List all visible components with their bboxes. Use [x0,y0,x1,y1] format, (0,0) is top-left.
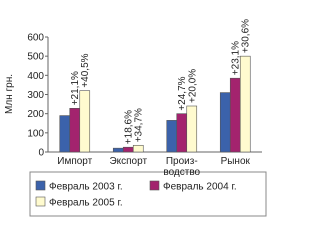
growth-label: +40,5% [80,53,91,87]
bar [186,105,198,153]
legend-swatch [35,180,46,191]
bar [112,147,124,153]
y-tick-label: 600 [27,33,44,44]
legend-swatch [149,180,160,191]
y-tick-label: 200 [27,109,44,120]
bar [132,144,144,153]
x-tick-label: Произ- [166,156,198,167]
legend-swatch [35,196,46,207]
y-tick-label: 400 [27,71,44,82]
growth-label: +24,7% [177,76,188,110]
legend-label: Февраль 2003 г. [49,182,123,193]
bar [122,146,134,153]
y-axis-label: Млн грн. [4,74,15,114]
bar [69,108,81,153]
x-tick-label: Импорт [57,156,92,167]
x-tick-label: Экспорт [109,156,147,167]
legend-label: Февраль 2004 г. [163,182,237,193]
bar [229,77,241,153]
y-tick-label: 100 [27,128,44,139]
growth-label: +23,1% [231,41,242,75]
bar [239,55,251,153]
growth-label: +20,0% [187,69,198,103]
growth-label: +18,6% [124,110,135,144]
y-tick-label: 300 [27,90,44,101]
bar [79,90,91,153]
chart: Млн грн. 0 100 200 300 400 500 600 Импорт +21,1%… [4,19,267,217]
growth-label: +34,7% [134,108,145,142]
growth-label: +30,6% [241,19,252,53]
bar [166,120,178,153]
y-tick-label: 0 [38,148,44,159]
legend-box [29,171,267,217]
bar [59,115,71,153]
y-tick-label: 500 [27,52,44,63]
bar [219,92,231,153]
growth-label: +21,1% [70,71,81,105]
x-tick-label: водство [163,167,200,178]
bar [176,113,188,153]
x-tick-label: Рынок [221,156,251,167]
legend-label: Февраль 2005 г. [49,198,123,209]
